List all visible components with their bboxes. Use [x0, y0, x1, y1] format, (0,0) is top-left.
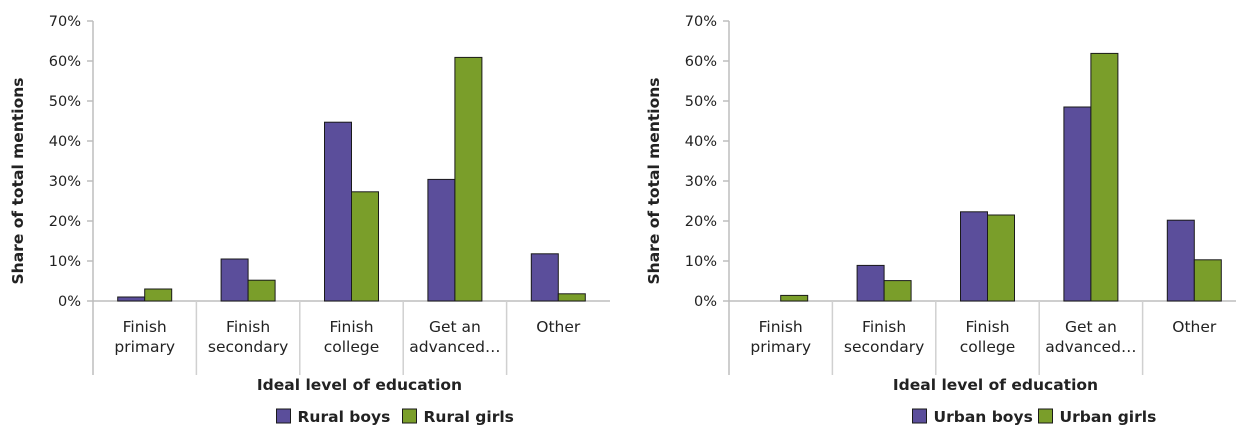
x-axis-title: Ideal level of education [893, 376, 1098, 394]
legend-item: Urban girls [1038, 408, 1157, 426]
legend-swatch [1038, 408, 1053, 424]
legend-swatch [402, 408, 417, 424]
rural-chart: 0% 10% 20% 30% 40% 50% 60% 70% Finish primary Fini… [9, 14, 610, 426]
bar-urban-girls [987, 214, 1015, 302]
x-category-label: Finish [123, 318, 167, 336]
bar-urban-girls [1193, 259, 1222, 302]
x-category-label: advanced… [409, 338, 500, 356]
x-category-label: Get an [429, 318, 481, 336]
legend-swatch [276, 408, 291, 424]
y-tick-label: 40% [49, 134, 81, 150]
y-axis-title: Share of total mentions [9, 78, 27, 285]
bar-rural-girls [454, 56, 483, 302]
y-tick-label: 70% [49, 14, 81, 30]
x-category-label: primary [750, 338, 811, 356]
y-tick-label: 10% [685, 254, 717, 270]
y-tick-label: 30% [685, 174, 717, 190]
y-tick-label: 20% [685, 214, 717, 230]
y-tick-label: 20% [49, 214, 81, 230]
bar-rural-boys [117, 296, 146, 302]
urban-chart: 0% 10% 20% 30% 40% 50% 60% 70% Finish primary Fini… [645, 14, 1236, 426]
bar-rural-girls [247, 279, 276, 302]
y-tick-label: 0% [58, 294, 81, 310]
y-tick-label: 60% [49, 54, 81, 70]
bar-urban-boys [1166, 219, 1195, 302]
x-category-label: Finish [329, 318, 373, 336]
y-tick-label: 0% [694, 294, 717, 310]
legend-item: Rural girls [402, 408, 514, 426]
y-axis-title: Share of total mentions [645, 78, 663, 285]
y-tick-label: 60% [685, 54, 717, 70]
bar-urban-boys [1063, 106, 1092, 302]
legend-label: Rural boys [298, 408, 391, 426]
legend-item: Rural boys [276, 408, 391, 426]
bar-rural-boys [530, 253, 559, 302]
legend-label: Urban boys [934, 408, 1033, 426]
y-tick-label: 30% [49, 174, 81, 190]
x-category-label: secondary [208, 338, 288, 356]
bar-rural-boys [220, 258, 249, 302]
x-category-label: Finish [759, 318, 803, 336]
y-tick-label: 50% [49, 94, 81, 110]
legend-label: Urban girls [1060, 408, 1157, 426]
legend-item: Urban boys [912, 408, 1033, 426]
legend-swatch [912, 408, 927, 424]
x-category-label: Finish [965, 318, 1009, 336]
y-tick-label: 40% [685, 134, 717, 150]
bar-urban-girls [780, 294, 809, 302]
x-category-label: Other [536, 318, 581, 336]
y-tick-label: 10% [49, 254, 81, 270]
x-category-label: college [960, 338, 1016, 356]
x-axis-title: Ideal level of education [257, 376, 462, 394]
y-tick-label: 50% [685, 94, 717, 110]
x-category-label: college [324, 338, 380, 356]
bar-rural-girls [557, 293, 586, 302]
bar-urban-girls [883, 280, 912, 302]
bar-rural-girls [351, 191, 379, 302]
bar-urban-girls [1090, 52, 1119, 302]
x-category-label: primary [114, 338, 175, 356]
bar-rural-girls [144, 288, 173, 302]
y-tick-label: 70% [685, 14, 717, 30]
bar-urban-boys [856, 264, 885, 302]
x-category-label: Finish [226, 318, 270, 336]
x-category-label: Finish [862, 318, 906, 336]
legend-label: Rural girls [424, 408, 514, 426]
x-category-label: secondary [844, 338, 924, 356]
bar-rural-boys [427, 178, 456, 302]
bar-urban-boys [960, 211, 988, 302]
x-category-label: Other [1172, 318, 1217, 336]
x-category-label: advanced… [1045, 338, 1136, 356]
x-category-label: Get an [1065, 318, 1117, 336]
bar-rural-boys [324, 121, 352, 302]
